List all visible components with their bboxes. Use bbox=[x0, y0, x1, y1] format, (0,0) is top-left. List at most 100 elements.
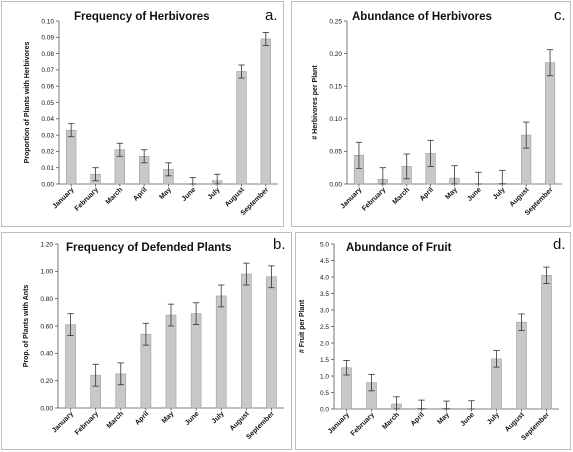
y-tick-label: 0.00 bbox=[40, 405, 53, 412]
error-bar-august bbox=[518, 313, 525, 331]
error-bar-august bbox=[243, 262, 250, 286]
y-tick-label: 0.01 bbox=[41, 165, 54, 172]
x-tick-label-march: March bbox=[106, 410, 126, 430]
x-tick-label-july: July bbox=[207, 186, 222, 201]
y-tick-label: 0.08 bbox=[41, 51, 54, 58]
panel-abundance-of-fruit: Abundance of Fruit d. # Fruit per Plant 0.0… bbox=[295, 232, 571, 450]
error-bar-april bbox=[140, 149, 148, 164]
x-tick-label-august: August bbox=[504, 411, 526, 433]
y-tick-label: 0.09 bbox=[41, 35, 54, 42]
x-tick-label-august: August bbox=[224, 186, 246, 208]
y-tick-label: 0.15 bbox=[329, 84, 342, 91]
bar-may bbox=[165, 314, 177, 409]
error-bar-september bbox=[543, 266, 550, 284]
error-bar-june bbox=[189, 177, 197, 185]
error-bar-january bbox=[355, 141, 363, 169]
y-tick-label: 5.0 bbox=[320, 241, 329, 248]
y-tick-label: 0.20 bbox=[40, 378, 53, 385]
x-tick-label-july: July bbox=[492, 186, 507, 201]
error-bar-june bbox=[475, 171, 482, 185]
y-tick-label: 0.02 bbox=[41, 149, 54, 156]
error-bar-march bbox=[116, 142, 124, 157]
panel-frequency-of-herbivores: Frequency of Herbivores a. Proportion of P… bbox=[1, 1, 284, 227]
y-axis-label: Prop. of Plants with Ants bbox=[23, 285, 30, 368]
error-bar-july bbox=[499, 169, 506, 185]
y-tick-label: 0.60 bbox=[40, 323, 53, 330]
y-tick-label: 0.00 bbox=[41, 181, 54, 188]
chart-title: Abundance of Fruit bbox=[346, 242, 452, 254]
x-tick-label-may: May bbox=[436, 411, 451, 426]
y-tick-label: 0.04 bbox=[41, 116, 54, 123]
bar-august bbox=[516, 321, 527, 410]
error-bar-june bbox=[468, 400, 475, 410]
y-tick-label: 1.0 bbox=[320, 373, 329, 380]
x-tick-label-june: June bbox=[459, 411, 476, 428]
error-bar-april bbox=[142, 322, 150, 346]
error-bar-september bbox=[546, 49, 554, 77]
panel-abundance-of-herbivores: Abundance of Herbivores c. # Herbivores pe… bbox=[291, 1, 571, 227]
chart-title: Frequency of Herbivores bbox=[74, 11, 209, 23]
chart-frequency-of-herbivores: Frequency of Herbivores a. Proportion of P… bbox=[24, 7, 278, 217]
bar-september bbox=[260, 38, 272, 185]
error-bar-february bbox=[92, 363, 99, 387]
chart-abundance-of-herbivores: Abundance of Herbivores c. # Herbivores pe… bbox=[312, 7, 566, 217]
error-bar-june bbox=[192, 302, 200, 326]
x-tick-label-january: January bbox=[52, 186, 76, 210]
y-tick-label: 0.07 bbox=[41, 67, 54, 74]
panel-frequency-of-defended-plants: Frequency of Defended Plants b. Prop. of P… bbox=[1, 232, 292, 450]
y-tick-label: 0.25 bbox=[329, 18, 342, 25]
y-tick-label: 1.00 bbox=[40, 269, 53, 276]
x-tick-label-july: July bbox=[486, 411, 501, 426]
error-bar-may bbox=[165, 162, 172, 177]
y-tick-label: 3.0 bbox=[320, 307, 329, 314]
y-tick-label: 0.10 bbox=[329, 116, 342, 123]
error-bar-april bbox=[418, 399, 425, 410]
bar-july bbox=[215, 295, 227, 409]
x-tick-label-june: June bbox=[181, 186, 198, 203]
x-tick-label-february: February bbox=[361, 186, 387, 212]
x-tick-label-march: March bbox=[381, 411, 401, 431]
x-tick-label-may: May bbox=[158, 186, 173, 201]
error-bar-february bbox=[368, 373, 375, 392]
x-tick-label-january: January bbox=[327, 411, 351, 435]
y-axis-label: # Herbivores per Plant bbox=[312, 65, 319, 140]
y-tick-label: 0.80 bbox=[40, 296, 53, 303]
y-tick-label: 0.03 bbox=[41, 132, 54, 139]
bar-june bbox=[190, 313, 202, 409]
error-bar-july bbox=[218, 284, 225, 308]
y-tick-label: 1.20 bbox=[40, 241, 53, 248]
x-tick-label-august: August bbox=[229, 410, 251, 432]
x-tick-label-august: August bbox=[509, 186, 531, 208]
error-bar-september bbox=[268, 265, 275, 289]
chart-frequency-of-defended-plants: Frequency of Defended Plants b. Prop. of P… bbox=[23, 236, 286, 441]
panel-letter: a. bbox=[265, 7, 278, 24]
y-tick-label: 0.20 bbox=[329, 51, 342, 58]
x-tick-label-april: April bbox=[132, 186, 148, 202]
y-tick-label: 0.10 bbox=[41, 18, 54, 25]
chart-title: Abundance of Herbivores bbox=[352, 11, 492, 23]
y-tick-label: 4.5 bbox=[320, 258, 329, 265]
x-tick-label-april: April bbox=[419, 186, 435, 202]
y-tick-label: 0.5 bbox=[320, 390, 329, 397]
y-tick-label: 0.06 bbox=[41, 84, 54, 91]
bar-january bbox=[65, 324, 76, 409]
x-tick-label-february: February bbox=[74, 186, 100, 212]
x-tick-label-april: April bbox=[410, 411, 426, 427]
x-tick-label-february: February bbox=[74, 410, 100, 436]
error-bar-january bbox=[67, 313, 74, 336]
error-bar-august bbox=[238, 64, 245, 79]
chart-abundance-of-fruit: Abundance of Fruit d. # Fruit per Plant 0.0… bbox=[299, 236, 566, 442]
y-tick-label: 2.5 bbox=[320, 324, 329, 331]
y-tick-label: 0.0 bbox=[320, 406, 329, 413]
bar-august bbox=[241, 273, 252, 409]
y-tick-label: 3.5 bbox=[320, 291, 329, 298]
y-tick-label: 0.05 bbox=[329, 149, 342, 156]
bar-september bbox=[541, 275, 552, 410]
error-bar-september bbox=[262, 32, 270, 46]
bar-august bbox=[236, 71, 247, 185]
x-tick-label-april: April bbox=[134, 410, 150, 426]
y-tick-label: 1.5 bbox=[320, 357, 329, 364]
y-axis-label: Proportion of Plants with Herbivores bbox=[24, 42, 31, 164]
error-bar-january bbox=[343, 360, 350, 376]
x-tick-label-june: June bbox=[184, 410, 201, 427]
